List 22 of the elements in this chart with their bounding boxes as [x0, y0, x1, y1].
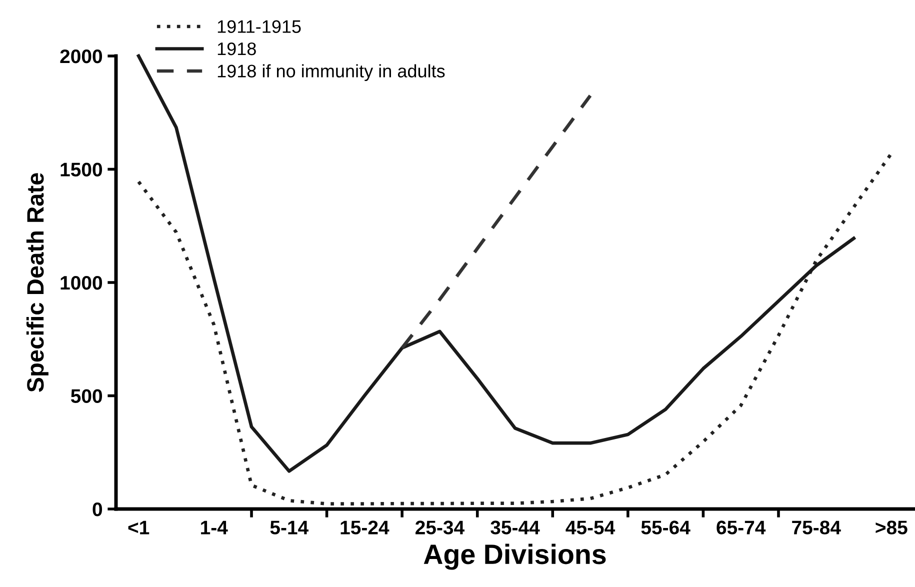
y-tick-label: 1500	[60, 162, 102, 176]
x-tick-label: <1	[128, 520, 150, 534]
x-tick-label: 55-64	[641, 520, 690, 534]
legend-label: 1911-1915	[218, 20, 301, 33]
x-tick-label: 35-44	[490, 520, 540, 534]
line-series	[400, 94, 592, 350]
x-tick-label: 1-4	[201, 520, 228, 534]
legend-label: 1918 if no immunity in adults	[218, 64, 445, 82]
x-tick-label: 65-74	[716, 520, 766, 534]
y-tick-label: 0	[92, 502, 102, 516]
y-tick-label: 2000	[60, 49, 102, 64]
x-tick-label: 25-34	[416, 520, 464, 534]
y-tick-label: 1000	[60, 276, 102, 290]
x-tick-label: 15-24	[340, 520, 390, 534]
y-tick-label: 500	[70, 389, 102, 403]
x-tick-label: 5-14	[270, 520, 309, 534]
x-axis-title: Age Divisions	[424, 544, 606, 570]
x-tick-label: >85	[876, 520, 908, 534]
legend-label: 1918	[218, 42, 256, 56]
x-tick-label: 75-84	[792, 520, 841, 534]
x-tick-label: 45-54	[566, 520, 616, 534]
y-axis-title: Specific Death Rate	[26, 173, 48, 392]
